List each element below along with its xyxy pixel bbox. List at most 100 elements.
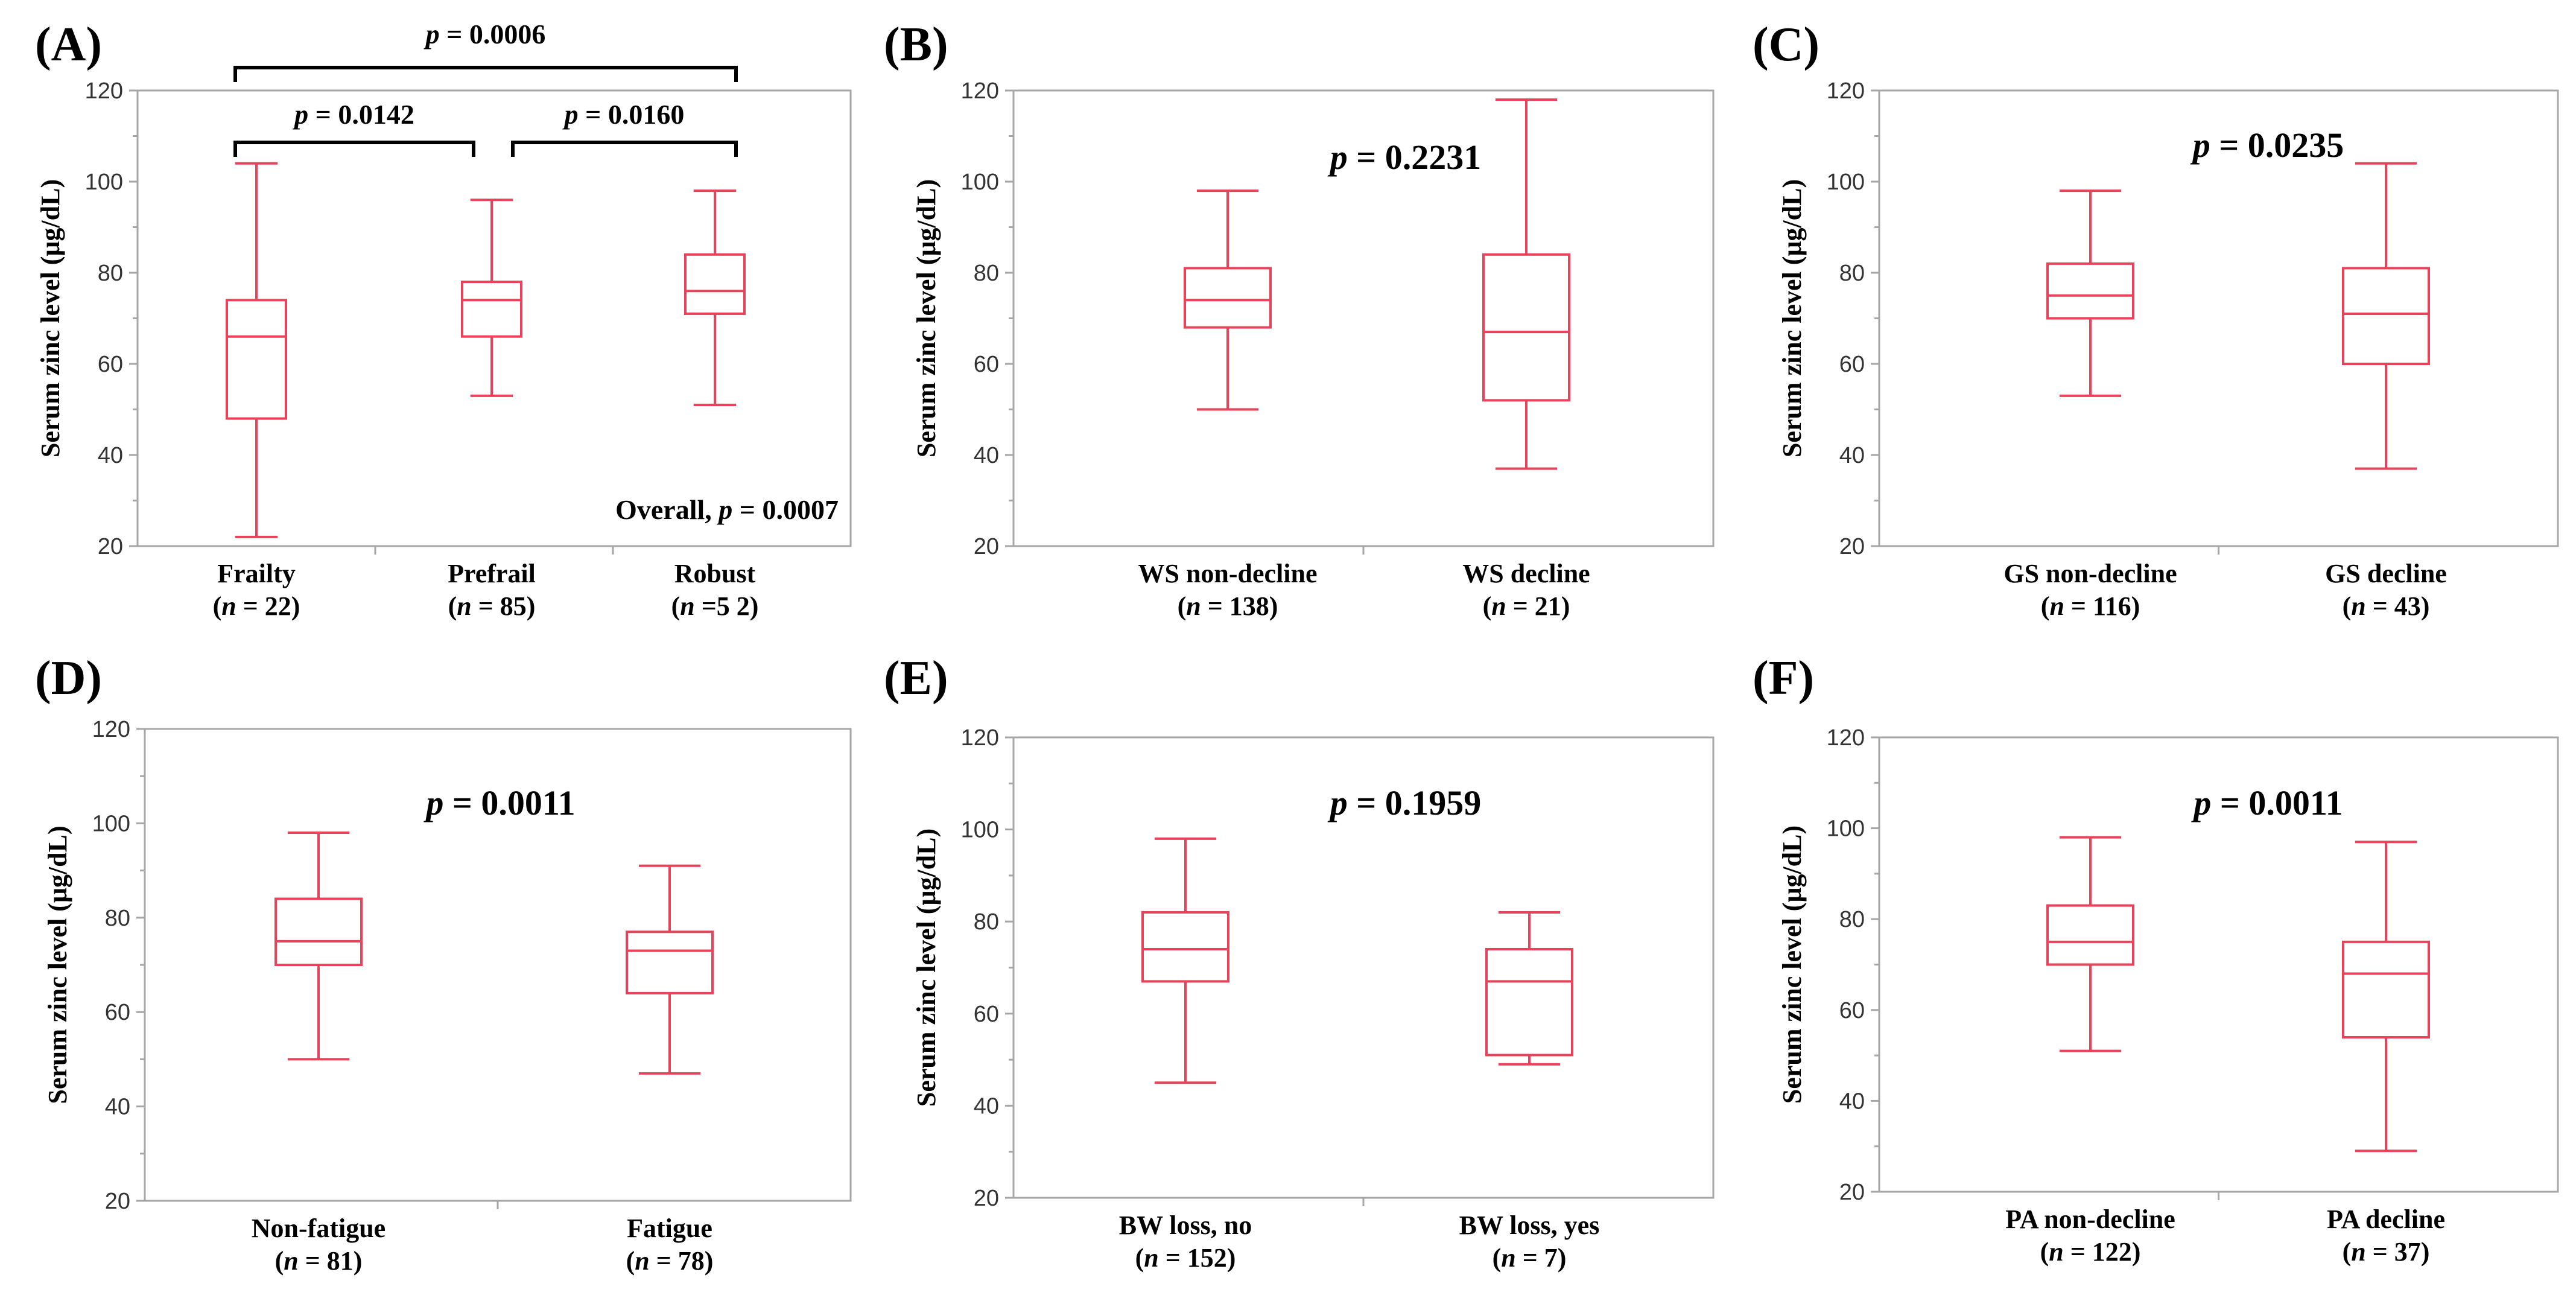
category-label: Frailty: [217, 559, 296, 588]
y-tick-label: 60: [974, 352, 999, 377]
box-2: [2342, 162, 2430, 470]
y-tick-label: 80: [1839, 261, 1865, 286]
comparison-bracket: [233, 66, 738, 82]
y-tick-label: 60: [1839, 352, 1865, 377]
iqr-box: [2046, 904, 2134, 966]
comparison-p-value: p = 0.0160: [562, 99, 685, 130]
y-tick-label: 80: [98, 261, 123, 286]
box-1: [1184, 189, 1272, 411]
panel-2: (B) 20 40 60 80 100 120 Serum zinc level (μg/dL…: [884, 18, 1715, 621]
y-tick-label: 120: [85, 78, 123, 104]
category-label: BW loss, yes: [1459, 1210, 1600, 1240]
y-tick-label: 100: [1827, 170, 1865, 195]
iqr-box: [274, 897, 363, 967]
sample-size-label: (n = 22): [213, 591, 300, 621]
y-tick-label: 120: [1827, 725, 1865, 751]
panel-label: (F): [1753, 652, 1814, 705]
y-tick-label: 60: [974, 1002, 999, 1027]
panel-4: (D) 20 40 60 80 100 120 Serum zinc level (μg/dL…: [35, 652, 852, 1276]
category-label: PA non-decline: [2005, 1204, 2175, 1234]
box-1: [2046, 189, 2134, 397]
sample-size-label: (n = 122): [2040, 1237, 2141, 1267]
category-label: BW loss, no: [1119, 1210, 1252, 1240]
box-2: [2342, 841, 2430, 1153]
p-value-label: p = 0.2231: [1327, 138, 1482, 177]
y-tick-label: 20: [974, 534, 999, 559]
y-tick-label: 80: [105, 906, 130, 931]
sample-size-label: (n = 152): [1135, 1243, 1236, 1273]
sample-size-label: (n = 7): [1493, 1243, 1567, 1273]
category-label: GS decline: [2325, 559, 2447, 588]
y-tick-label: 40: [105, 1095, 130, 1120]
plot-frame: [136, 89, 852, 547]
y-tick-label: 60: [105, 1000, 130, 1025]
y-tick-label: 80: [1839, 907, 1865, 932]
box-2: [626, 864, 714, 1075]
y-tick-label: 80: [974, 261, 999, 286]
y-axis-label: Serum zinc level (μg/dL): [1777, 825, 1807, 1104]
y-tick-label: 20: [105, 1189, 130, 1214]
category-label: WS non-decline: [1138, 559, 1317, 588]
y-axis-label: Serum zinc level (μg/dL): [912, 179, 941, 457]
sample-size-label: (n = 138): [1178, 591, 1278, 621]
y-tick-label: 40: [974, 443, 999, 468]
category-label: Non-fatigue: [252, 1213, 385, 1243]
iqr-box: [2342, 940, 2430, 1038]
box-1: [274, 832, 363, 1061]
y-tick-label: 80: [974, 909, 999, 935]
overall-p-value: Overall, p = 0.0007: [615, 494, 839, 525]
panel-3: (C) 20 40 60 80 100 120 Serum zinc level (μg/dL…: [1753, 18, 2559, 621]
sample-size-label: (n = 43): [2343, 591, 2430, 621]
iqr-box: [2342, 267, 2430, 366]
panel-1: (A) 20 40 60 80 100 120 Serum zinc level (μg/dL…: [35, 18, 852, 621]
category-label: Prefrail: [448, 559, 536, 588]
sample-size-label: (n = 85): [448, 591, 536, 621]
box-2: [461, 199, 522, 397]
sample-size-label: (n =5 2): [671, 591, 759, 621]
iqr-box: [2046, 262, 2134, 320]
panel-label: (A): [35, 18, 102, 71]
iqr-box: [684, 253, 746, 315]
iqr-box: [461, 281, 522, 338]
iqr-box: [1184, 267, 1272, 329]
iqr-box: [626, 930, 714, 994]
panel-label: (C): [1753, 18, 1819, 71]
panel-6: (F) 20 40 60 80 100 120 Serum zinc level (μg/dL…: [1753, 652, 2559, 1267]
sample-size-label: (n = 81): [275, 1246, 363, 1276]
y-tick-label: 60: [98, 352, 123, 377]
y-tick-label: 100: [85, 170, 123, 195]
y-tick-label: 20: [974, 1186, 999, 1211]
y-tick-label: 20: [1839, 534, 1865, 559]
y-tick-label: 60: [1839, 998, 1865, 1023]
y-axis-label: Serum zinc level (μg/dL): [36, 179, 65, 457]
p-value-label: p = 0.0011: [2191, 783, 2343, 822]
y-axis-label: Serum zinc level (μg/dL): [1777, 179, 1807, 457]
iqr-box: [1482, 253, 1570, 402]
iqr-box: [1485, 947, 1573, 1057]
y-tick-label: 20: [98, 534, 123, 559]
y-tick-label: 120: [961, 78, 999, 104]
category-label: WS decline: [1462, 559, 1590, 588]
y-axis-label: Serum zinc level (μg/dL): [912, 829, 941, 1107]
y-tick-label: 100: [961, 818, 999, 843]
y-tick-label: 40: [1839, 1089, 1865, 1114]
box-1: [1141, 837, 1229, 1084]
y-tick-label: 100: [961, 170, 999, 195]
comparison-p-value: p = 0.0142: [292, 99, 414, 130]
sample-size-label: (n = 116): [2041, 591, 2140, 621]
comparison-bracket: [511, 141, 738, 157]
p-value-label: p = 0.0235: [2190, 126, 2344, 165]
y-tick-label: 40: [98, 443, 123, 468]
y-tick-label: 40: [974, 1093, 999, 1119]
y-tick-label: 100: [92, 811, 130, 836]
category-label: Fatigue: [627, 1213, 712, 1243]
category-label: Robust: [674, 559, 756, 588]
box-1: [226, 162, 287, 538]
y-tick-label: 40: [1839, 443, 1865, 468]
box-1: [2046, 836, 2134, 1052]
box-3: [684, 189, 746, 406]
category-label: GS non-decline: [2003, 559, 2177, 588]
y-axis-label: Serum zinc level (μg/dL): [43, 825, 72, 1104]
panel-label: (D): [35, 652, 102, 705]
